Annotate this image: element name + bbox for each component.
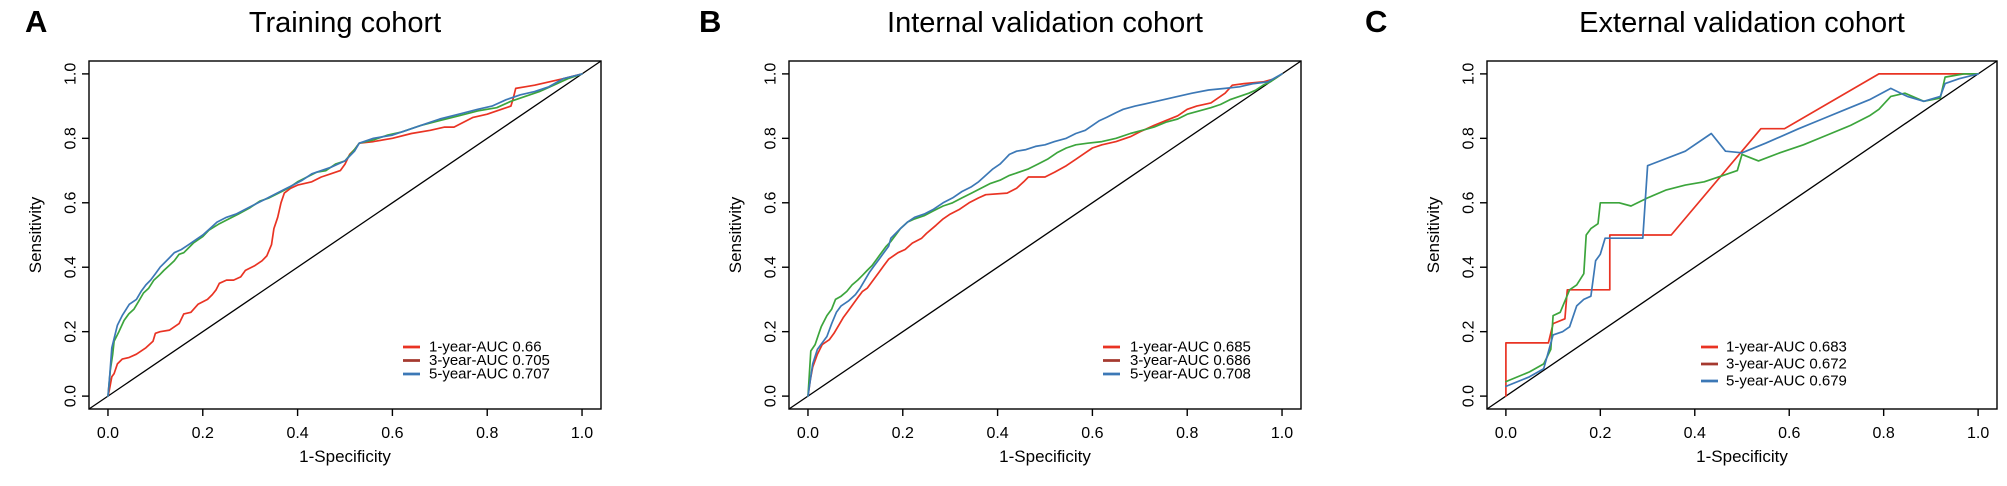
x-tick-label: 0.6 bbox=[1778, 425, 1800, 442]
reference-diagonal bbox=[88, 60, 602, 410]
y-tick-label: 0.6 bbox=[1461, 192, 1478, 214]
x-tick-label: 1.0 bbox=[1271, 425, 1293, 442]
plot-box bbox=[1486, 60, 1998, 410]
panel-letter-b: B bbox=[699, 4, 722, 39]
x-axis-label: 1-Specificity bbox=[1696, 447, 1788, 466]
reference-diagonal bbox=[1486, 60, 1998, 410]
roc-plot-external-validation: 0.0 0.2 0.4 0.6 0.8 1.0 0.0 0.2 0.4 0.6 0.8 1.0 1-Sp… bbox=[1338, 0, 2007, 486]
y-tick-label: 1.0 bbox=[1461, 63, 1478, 85]
y-tick-label: 0.8 bbox=[63, 127, 80, 149]
x-tick-label: 0.6 bbox=[381, 425, 403, 442]
roc-chart-svg: 0.0 0.2 0.4 0.6 0.8 1.0 0.0 0.2 0.4 0.6 0.8 1.0 1-Sp… bbox=[726, 60, 1302, 466]
x-tick-label: 0.2 bbox=[192, 425, 214, 442]
legend-label: 1-year-AUC 0.66 bbox=[429, 339, 542, 356]
x-tick-label: 0.8 bbox=[476, 425, 498, 442]
y-tick-label: 0.0 bbox=[763, 385, 780, 407]
panel-title-training: Training cohort bbox=[248, 7, 442, 39]
legend-label: 5-year-AUC 0.679 bbox=[1726, 373, 1847, 390]
roc-chart-svg: 0.0 0.2 0.4 0.6 0.8 1.0 0.0 0.2 0.4 0.6 0.8 1.0 1-Sp… bbox=[1424, 60, 1998, 466]
y-axis-label: Sensitivity bbox=[1424, 196, 1443, 273]
plot-box bbox=[788, 60, 1302, 410]
plot-box bbox=[88, 60, 602, 410]
legend-label: 1-year-AUC 0.685 bbox=[1130, 339, 1251, 356]
roc-curve-5-year bbox=[107, 73, 583, 397]
x-tick-label: 0.0 bbox=[797, 425, 819, 442]
roc-curve-3-year bbox=[1505, 73, 1979, 383]
roc-plot-internal-validation: 0.0 0.2 0.4 0.6 0.8 1.0 0.0 0.2 0.4 0.6 0.8 1.0 1-Sp… bbox=[669, 0, 1338, 486]
legend-label: 5-year-AUC 0.708 bbox=[1130, 366, 1251, 383]
roc-plot-training: 0.0 0.2 0.4 0.6 0.8 1.0 0.0 0.2 0.4 0.6 0.8 1.0 1-Sp… bbox=[0, 0, 669, 486]
y-tick-label: 0.0 bbox=[1461, 385, 1478, 407]
x-tick-label: 1.0 bbox=[1967, 425, 1989, 442]
legend-label: 3-year-AUC 0.672 bbox=[1726, 356, 1847, 373]
roc-curve-3-year bbox=[807, 73, 1283, 397]
x-axis-label: 1-Specificity bbox=[999, 447, 1091, 466]
roc-curve-5-year bbox=[1505, 73, 1979, 388]
panel-letter-a: A bbox=[25, 4, 48, 39]
y-tick-label: 0.2 bbox=[1461, 320, 1478, 342]
x-tick-label: 0.8 bbox=[1176, 425, 1198, 442]
roc-curve-1-year bbox=[807, 73, 1283, 397]
x-tick-label: 0.4 bbox=[986, 425, 1008, 442]
x-tick-label: 0.8 bbox=[1873, 425, 1895, 442]
legend-label: 3-year-AUC 0.686 bbox=[1130, 352, 1251, 369]
y-axis-label: Sensitivity bbox=[26, 196, 45, 273]
x-tick-label: 0.4 bbox=[1684, 425, 1706, 442]
x-tick-label: 0.2 bbox=[892, 425, 914, 442]
legend-label: 3-year-AUC 0.705 bbox=[429, 352, 550, 369]
y-axis-label: Sensitivity bbox=[726, 196, 745, 273]
y-tick-label: 0.8 bbox=[1461, 127, 1478, 149]
reference-diagonal bbox=[788, 60, 1302, 410]
x-tick-label: 0.2 bbox=[1589, 425, 1611, 442]
y-tick-label: 0.4 bbox=[1461, 256, 1478, 278]
roc-curve-1-year bbox=[107, 73, 583, 397]
x-tick-label: 0.4 bbox=[286, 425, 308, 442]
x-tick-label: 0.0 bbox=[1495, 425, 1517, 442]
roc-curve-5-year bbox=[807, 73, 1283, 397]
y-tick-label: 0.0 bbox=[63, 385, 80, 407]
panel-letter-c: C bbox=[1365, 4, 1388, 39]
y-tick-label: 0.6 bbox=[763, 192, 780, 214]
panel-training-cohort: 0.0 0.2 0.4 0.6 0.8 1.0 0.0 0.2 0.4 0.6 0.8 1.0 1-Sp… bbox=[0, 0, 669, 486]
y-tick-label: 0.6 bbox=[63, 192, 80, 214]
roc-curve-1-year bbox=[1505, 73, 1979, 397]
x-tick-label: 0.6 bbox=[1081, 425, 1103, 442]
x-axis-label: 1-Specificity bbox=[299, 447, 391, 466]
y-tick-label: 0.4 bbox=[63, 256, 80, 278]
panel-title-external-validation: External validation cohort bbox=[1579, 7, 1905, 39]
y-tick-label: 0.8 bbox=[763, 127, 780, 149]
panel-title-internal-validation: Internal validation cohort bbox=[887, 7, 1203, 39]
y-tick-label: 0.4 bbox=[763, 256, 780, 278]
x-tick-label: 0.0 bbox=[97, 425, 119, 442]
y-tick-label: 1.0 bbox=[763, 63, 780, 85]
y-tick-label: 0.2 bbox=[63, 320, 80, 342]
y-tick-label: 1.0 bbox=[63, 63, 80, 85]
y-tick-label: 0.2 bbox=[763, 320, 780, 342]
roc-chart-svg: 0.0 0.2 0.4 0.6 0.8 1.0 0.0 0.2 0.4 0.6 0.8 1.0 1-Sp… bbox=[26, 60, 602, 466]
x-tick-label: 1.0 bbox=[571, 425, 593, 442]
legend-label: 5-year-AUC 0.707 bbox=[429, 366, 550, 383]
panel-external-validation-cohort: 0.0 0.2 0.4 0.6 0.8 1.0 0.0 0.2 0.4 0.6 0.8 1.0 1-Sp… bbox=[1338, 0, 2007, 486]
legend-label: 1-year-AUC 0.683 bbox=[1726, 339, 1847, 356]
panel-internal-validation-cohort: 0.0 0.2 0.4 0.6 0.8 1.0 0.0 0.2 0.4 0.6 0.8 1.0 1-Sp… bbox=[669, 0, 1338, 486]
